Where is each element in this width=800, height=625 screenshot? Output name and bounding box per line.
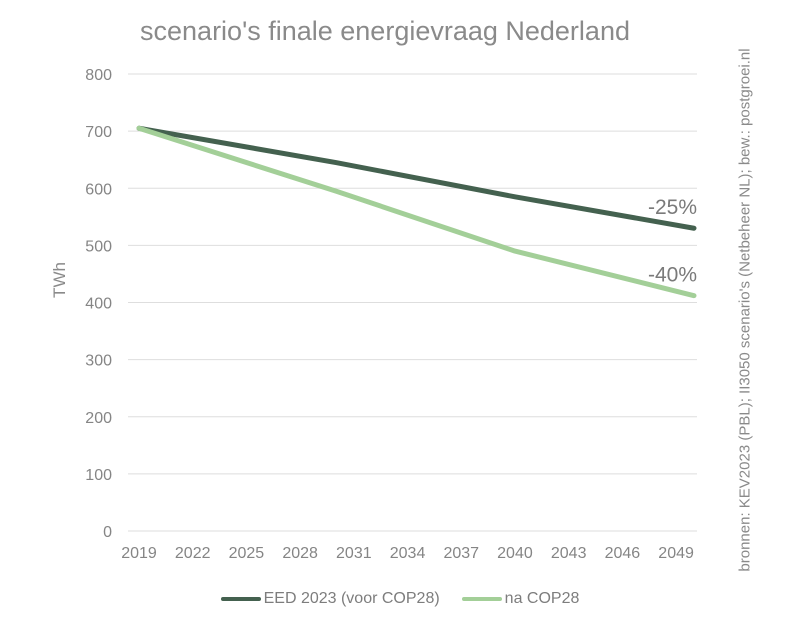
x-tick-label: 2049 <box>658 545 694 562</box>
legend-item-eed[interactable]: EED 2023 (voor COP28) <box>220 590 440 608</box>
y-tick-label: 200 <box>85 410 112 427</box>
legend-label-eed: EED 2023 (voor COP28) <box>263 590 440 607</box>
x-tick-labels: 2019 2022 2025 2028 2031 2034 2037 2040 2043 2046… <box>121 545 694 562</box>
x-tick-label: 2043 <box>551 545 587 562</box>
x-tick-label: 2019 <box>121 545 157 562</box>
series-line-0 <box>136 125 697 231</box>
y-tick-label: 700 <box>85 124 112 141</box>
y-tick-label: 600 <box>85 181 112 198</box>
x-tick-label: 2025 <box>229 545 265 562</box>
legend-swatch-eed <box>220 597 261 601</box>
y-tick-label: 500 <box>85 238 112 255</box>
x-tick-label: 2037 <box>443 545 479 562</box>
y-tick-label: 300 <box>85 353 112 370</box>
chart-title: scenario's finale energievraag Nederland <box>140 16 630 46</box>
legend-label-na-cop28: na COP28 <box>504 590 580 607</box>
x-tick-label: 2034 <box>390 545 426 562</box>
x-tick-label: 2040 <box>497 545 533 562</box>
x-tick-label: 2031 <box>336 545 372 562</box>
legend-item-na-cop28[interactable]: na COP28 <box>461 590 580 608</box>
series-lines <box>136 125 697 299</box>
annotation-label-0: -25% <box>648 196 697 219</box>
y-tick-label: 100 <box>85 467 112 484</box>
annotations: -25% -40% <box>648 196 697 286</box>
legend: EED 2023 (voor COP28) na COP28 <box>0 590 800 608</box>
y-tick-label: 0 <box>103 524 112 541</box>
x-tick-label: 2046 <box>605 545 641 562</box>
x-tick-label: 2028 <box>282 545 318 562</box>
x-tick-label: 2022 <box>175 545 211 562</box>
annotation-label-1: -40% <box>648 264 697 287</box>
y-tick-label: 800 <box>85 67 112 84</box>
series-line-1 <box>136 125 697 299</box>
y-tick-labels: 0 100 200 300 400 500 600 700 800 <box>85 67 112 541</box>
legend-swatch-na-cop28 <box>461 597 502 601</box>
gridlines <box>128 73 697 532</box>
y-tick-label: 400 <box>85 296 112 313</box>
